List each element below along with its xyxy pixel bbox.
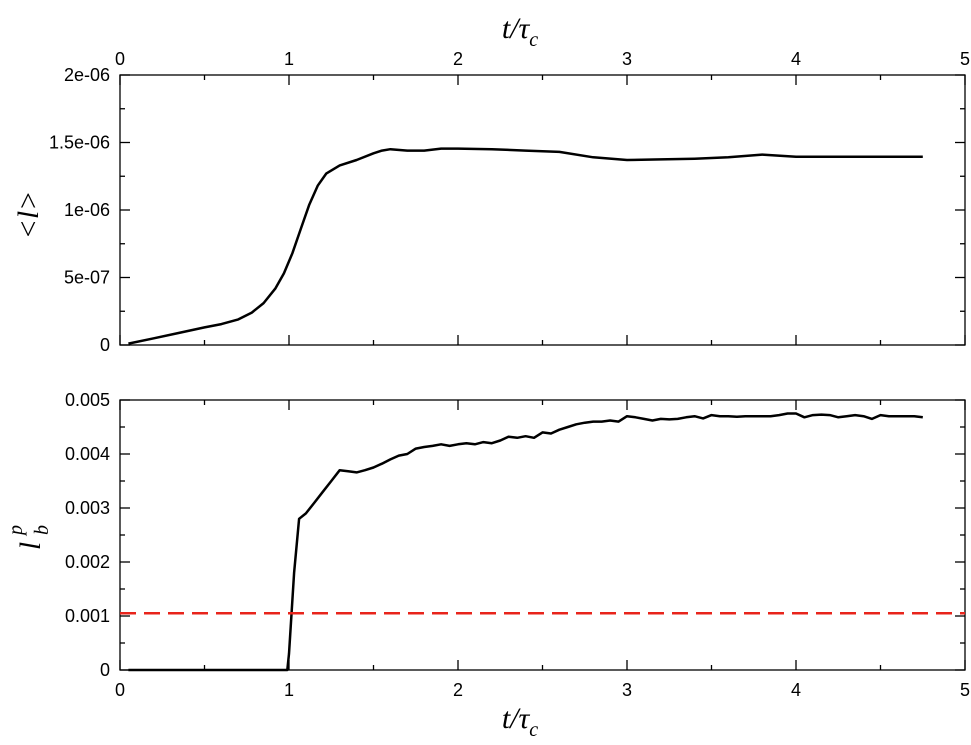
x-tick-label: 0 — [115, 680, 125, 700]
series-line — [128, 147, 923, 345]
x-tick-label: 2 — [453, 680, 463, 700]
x-label-sub: c — [529, 719, 538, 741]
panel-bottom: 0 1 2 3 4 5 0 0.001 0.002 0.003 0.004 0.005 — [65, 390, 970, 700]
top-x-axis-label: t/τc — [502, 12, 538, 51]
y-tick-label: 1e-06 — [64, 200, 110, 220]
y-label-sub: b — [31, 525, 53, 535]
y-tick-label: 0.001 — [65, 606, 110, 626]
x-label-main: t/τ — [502, 702, 531, 735]
plot-frame — [119, 399, 966, 671]
y-axis-label-top: <l> — [12, 191, 45, 240]
y-tick-label: 2e-06 — [64, 65, 110, 85]
panel-top: 0 1 2 3 4 5 0 5e-07 1e-06 1.5e-06 2e-06 — [49, 49, 970, 355]
x-tick-label: 3 — [622, 680, 632, 700]
y-tick-label: 0.004 — [65, 444, 110, 464]
y-axis-label-bottom: lp b — [5, 525, 53, 550]
y-tick-label: 0.005 — [65, 390, 110, 410]
y-tick-label: 0 — [100, 660, 110, 680]
y-tick-label: 5e-07 — [64, 268, 110, 288]
x-tick-label-top: 1 — [284, 49, 294, 69]
y-label-main: l — [14, 542, 47, 550]
x-label-sub: c — [529, 29, 538, 51]
x-label-main: t/τ — [502, 12, 531, 45]
series-line — [128, 412, 923, 672]
y-tick-label: 0.002 — [65, 552, 110, 572]
x-tick-label-top: 3 — [622, 49, 632, 69]
x-tick-label: 5 — [960, 680, 970, 700]
x-tick-label-top: 2 — [453, 49, 463, 69]
x-tick-label-top: 4 — [791, 49, 801, 69]
y-tick-label: 0.003 — [65, 498, 110, 518]
x-tick-label: 4 — [791, 680, 801, 700]
bottom-x-axis-label: t/τc — [502, 702, 538, 741]
x-tick-label-top: 5 — [960, 49, 970, 69]
y-label-sup: p — [5, 525, 27, 537]
x-tick-label-top: 0 — [115, 49, 125, 69]
x-tick-label: 1 — [284, 680, 294, 700]
y-tick-label: 0 — [100, 335, 110, 355]
plot-frame — [119, 74, 966, 346]
y-tick-label: 1.5e-06 — [49, 133, 110, 153]
